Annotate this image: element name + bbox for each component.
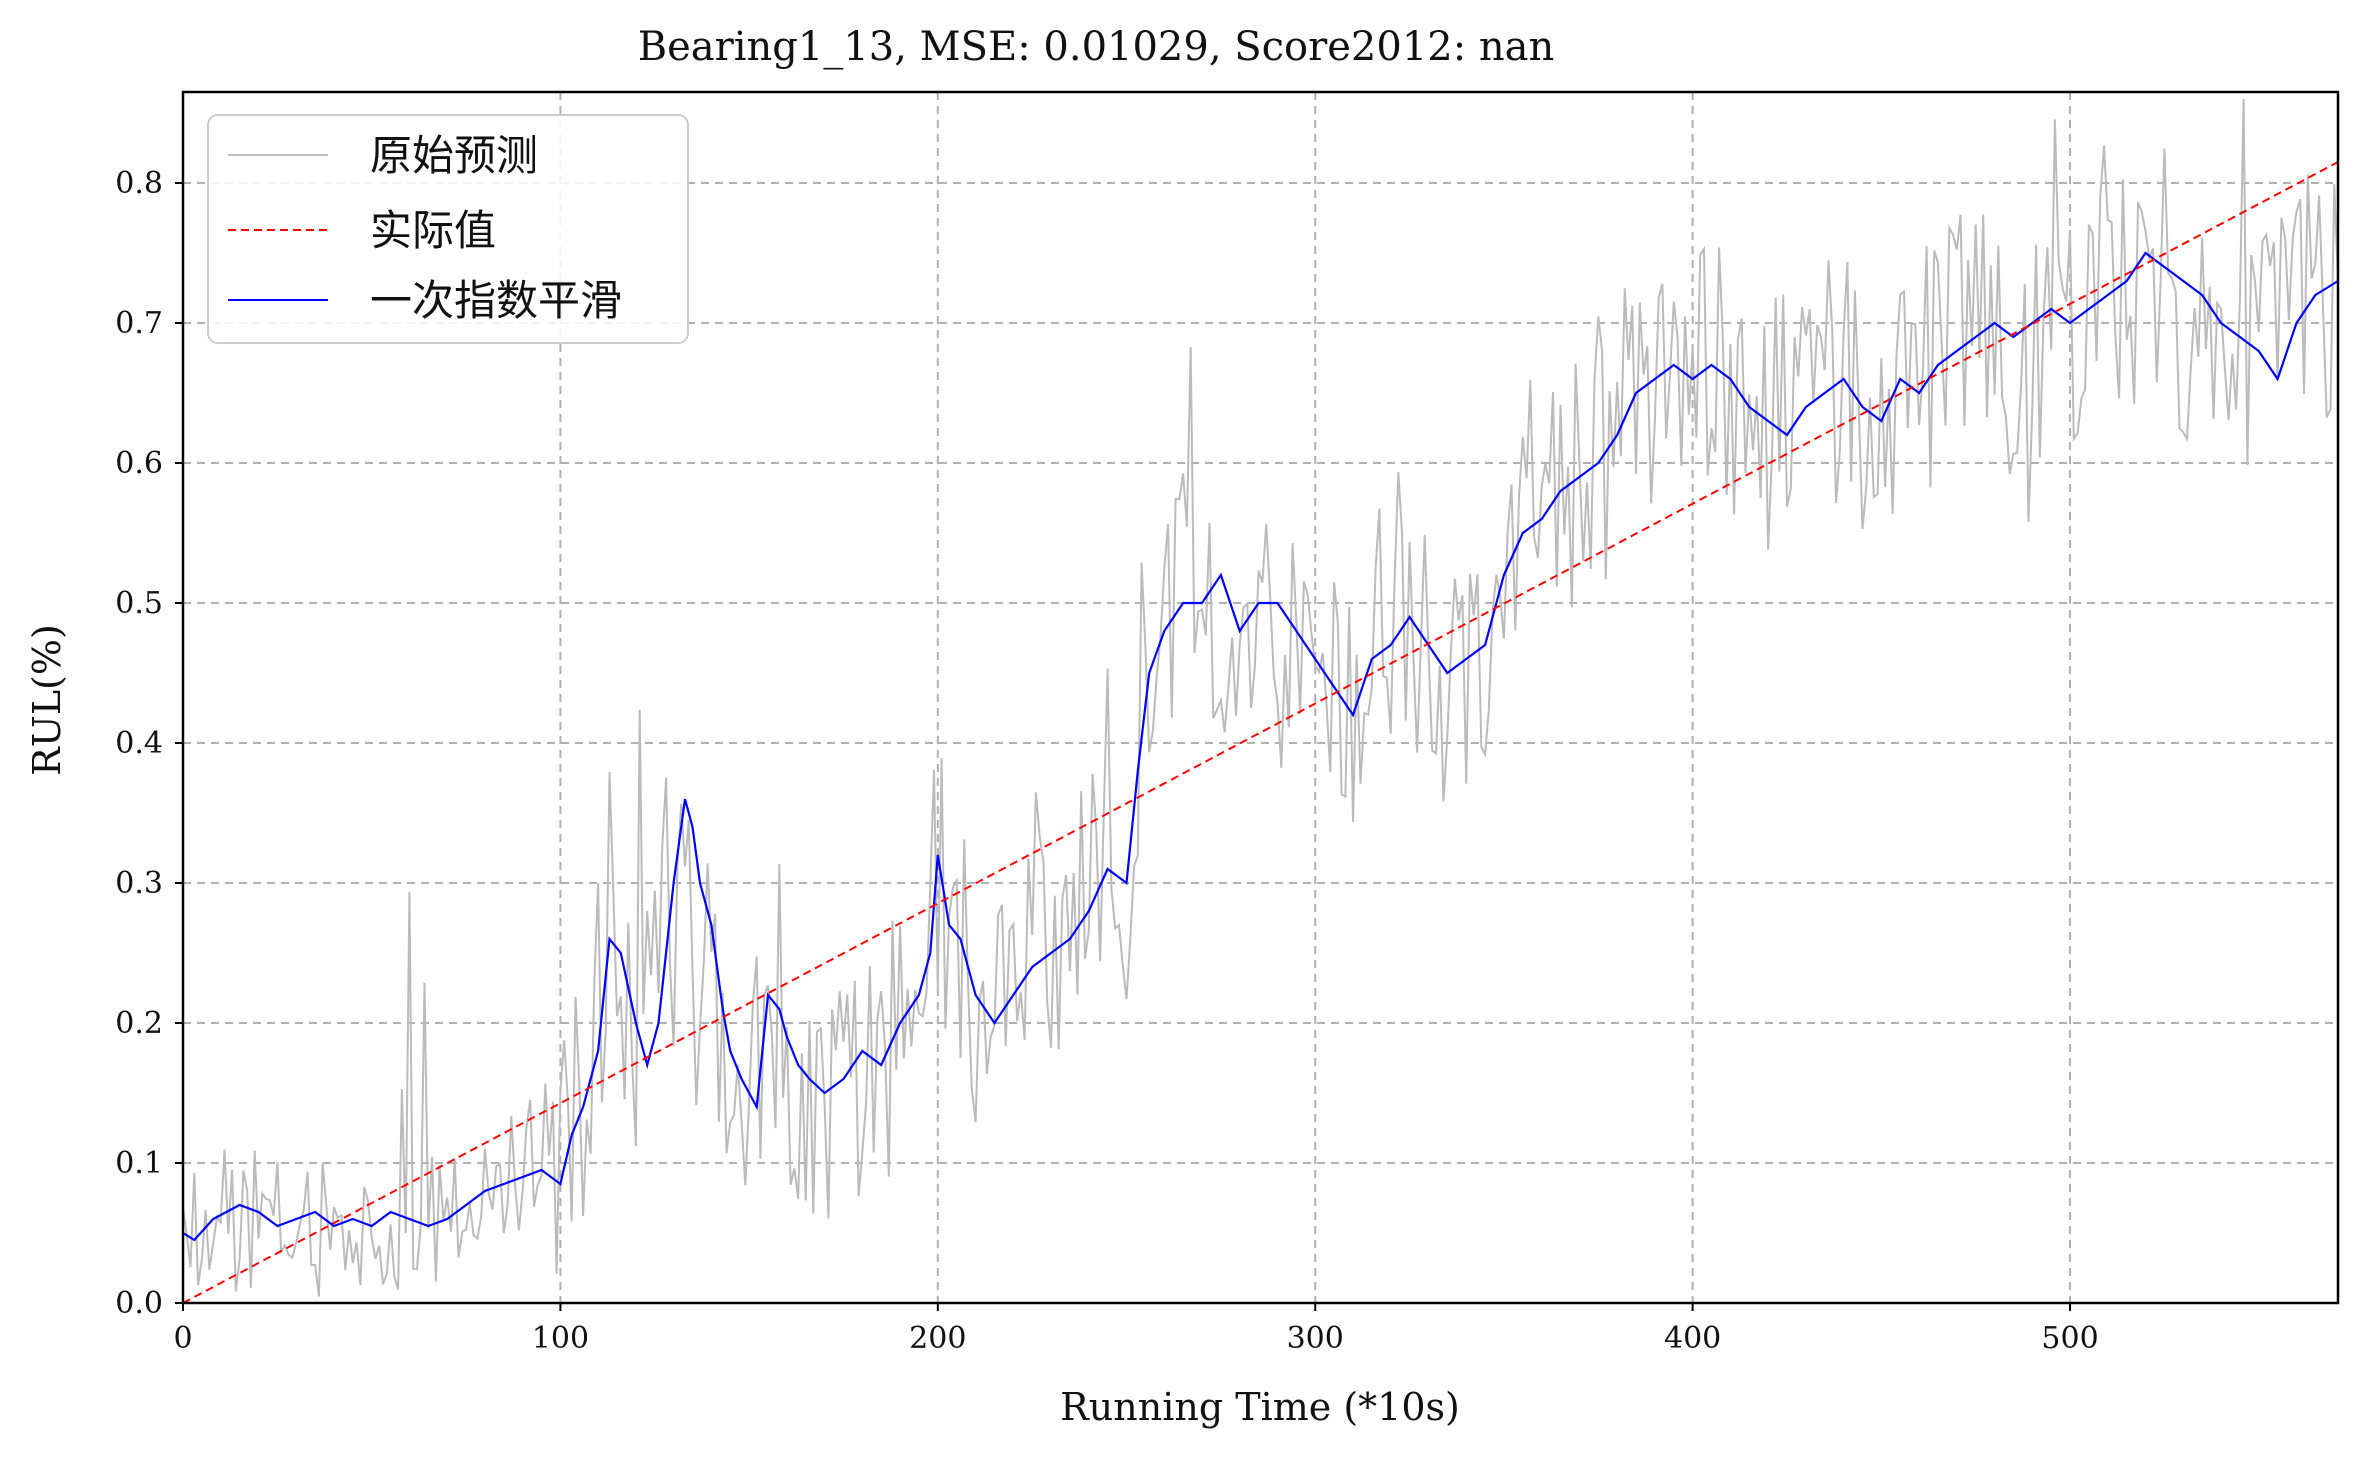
smoothed-line <box>182 251 2339 1242</box>
x-tick-label: 500 <box>2041 1321 2098 1356</box>
legend-label-smoothed: 一次指数平滑 <box>370 276 622 325</box>
plot-frame <box>181 90 2340 1305</box>
actual-value-line <box>182 161 2339 1304</box>
y-tick-label: 0.1 <box>115 1146 163 1181</box>
chart-title: Bearing1_13, MSE: 0.01029, Score2012: na… <box>638 24 1555 70</box>
legend-label-actual: 实际值 <box>370 206 496 255</box>
y-tick-label: 0.4 <box>115 726 163 761</box>
x-tick-label: 200 <box>909 1321 966 1356</box>
legend-label-raw: 原始预测 <box>370 131 538 180</box>
y-tick-label: 0.8 <box>115 166 163 201</box>
y-tick-label: 0.3 <box>115 866 163 901</box>
legend: 原始预测 实际值 一次指数平滑 <box>207 114 689 344</box>
x-tick-label: 300 <box>1287 1321 1344 1356</box>
y-tick-label: 0.5 <box>115 586 163 621</box>
y-tick-label: 0.2 <box>115 1006 163 1041</box>
x-tick-label: 0 <box>173 1321 192 1356</box>
y-tick-label: 0.7 <box>115 306 163 341</box>
x-tick-label: 100 <box>532 1321 589 1356</box>
x-axis-label: Running Time (*10s) <box>1060 1385 1460 1429</box>
y-tick-label: 0.6 <box>115 446 163 481</box>
y-axis-label: RUL(%) <box>25 624 69 776</box>
series-group <box>182 98 2339 1304</box>
legend-box <box>207 114 689 344</box>
x-tick-label: 400 <box>1664 1321 1721 1356</box>
axes: 0 100 200 300 400 500 0.0 0.1 0.2 0.3 0.4 0.5 0.6 0.7… <box>115 166 2098 1356</box>
y-tick-label: 0.0 <box>115 1286 163 1321</box>
